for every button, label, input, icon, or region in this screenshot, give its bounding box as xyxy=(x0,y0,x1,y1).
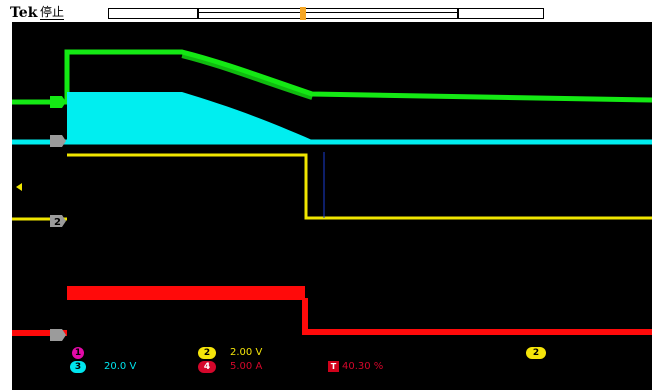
channel-3-scale: 20.0 V xyxy=(104,361,137,372)
channel-4-chip[interactable]: 4 xyxy=(198,361,216,373)
waveform-canvas: 2 xyxy=(12,22,652,368)
gray-channel-marker-2 xyxy=(50,329,66,341)
green-channel-marker xyxy=(50,96,66,108)
record-overview-bar[interactable] xyxy=(108,7,544,20)
yellow-channel-marker xyxy=(50,215,66,227)
trigger-position-marker[interactable] xyxy=(300,7,306,20)
trigger-level-arrow xyxy=(16,183,22,191)
brand-logo: Tek xyxy=(10,5,38,21)
channel-4-scale: 5.00 A xyxy=(230,361,263,372)
yellow-channel-label: 2 xyxy=(54,217,61,228)
trigger-position-readout: 40.30 % xyxy=(342,361,384,372)
channel-1-chip[interactable]: 1 xyxy=(72,347,84,359)
trigger-icon: T xyxy=(328,361,339,372)
green-waveform xyxy=(12,49,652,105)
top-status-bar: Tek 停止 xyxy=(0,0,652,22)
record-view-window[interactable] xyxy=(197,9,459,18)
channel-2-scale: 2.00 V xyxy=(230,347,263,358)
channel-readout-footer: 1 3 20.0 V 2 2.00 V 4 5.00 A T 40.30 % 2 xyxy=(12,342,652,390)
waveform-display[interactable]: 2 xyxy=(12,22,652,368)
channel-2-badge[interactable]: 2 xyxy=(526,347,546,359)
yellow-waveform xyxy=(67,153,652,220)
channel-3-chip[interactable]: 3 xyxy=(70,361,86,373)
channel-2-chip[interactable]: 2 xyxy=(198,347,216,359)
acquisition-status: 停止 xyxy=(40,5,65,20)
cyan-waveform xyxy=(67,92,312,140)
gray-channel-marker xyxy=(50,135,66,147)
red-waveform xyxy=(67,286,305,300)
